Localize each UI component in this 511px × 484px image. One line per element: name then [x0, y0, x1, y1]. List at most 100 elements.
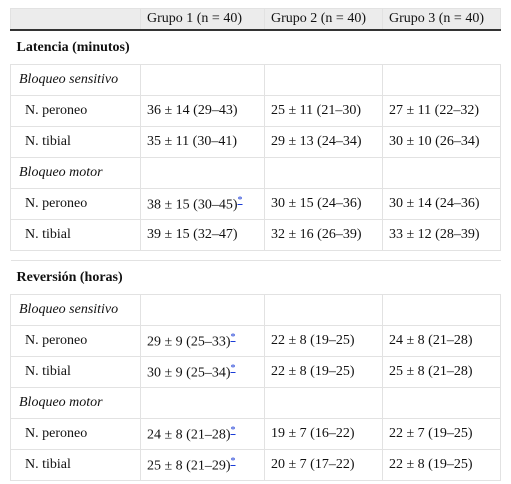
- spacer-row: [10, 250, 501, 261]
- value-cell: 30 ± 10 (26–34): [382, 126, 501, 158]
- column-header: Grupo 3 (n = 40): [382, 8, 501, 31]
- row-label: N. peroneo: [10, 418, 141, 450]
- value-text: 30 ± 14 (24–36): [389, 196, 480, 211]
- footnote-link[interactable]: *: [230, 331, 236, 343]
- value-text: 27 ± 11 (22–32): [389, 103, 479, 118]
- group-title: Bloqueo sensitivo: [10, 64, 141, 96]
- row-label: N. tibial: [10, 356, 141, 388]
- footnote-link[interactable]: *: [230, 362, 236, 374]
- data-row: N. tibial 25 ± 8 (21–29)* 20 ± 7 (17–22) 22…: [10, 449, 501, 481]
- value-cell: 33 ± 12 (28–39): [382, 219, 501, 251]
- data-row: N. peroneo 38 ± 15 (30–45)* 30 ± 15 (24–36…: [10, 188, 501, 220]
- value-text: 29 ± 13 (24–34): [271, 134, 362, 149]
- value-cell: 25 ± 8 (21–28): [382, 356, 501, 388]
- data-row: N. tibial 30 ± 9 (25–34)* 22 ± 8 (19–25) 25…: [10, 356, 501, 388]
- footnote-link[interactable]: *: [237, 194, 243, 206]
- value-text: 38 ± 15 (30–45): [147, 197, 238, 213]
- value-text: 24 ± 8 (21–28): [147, 427, 231, 443]
- header-row: Grupo 1 (n = 40) Grupo 2 (n = 40) Grupo 3 …: [10, 8, 501, 31]
- data-row: N. tibial 39 ± 15 (32–47) 32 ± 16 (26–39) 3…: [10, 219, 501, 251]
- empty-cell: [382, 64, 501, 96]
- group-title: Bloqueo motor: [10, 387, 141, 419]
- value-text: 35 ± 11 (30–41): [147, 134, 237, 149]
- data-row: N. tibial 35 ± 11 (30–41) 29 ± 13 (24–34) 3…: [10, 126, 501, 158]
- value-cell: 30 ± 14 (24–36): [382, 188, 501, 220]
- table-body: Latencia (minutos) Bloqueo sensitivo N. pe…: [10, 29, 501, 481]
- section-row: Reversión (horas): [10, 260, 501, 295]
- value-cell: 22 ± 8 (19–25): [382, 449, 501, 481]
- empty-cell: [382, 387, 501, 419]
- value-cell: 24 ± 8 (21–28): [382, 325, 501, 357]
- value-text: 32 ± 16 (26–39): [271, 227, 362, 242]
- value-text: 25 ± 8 (21–29): [147, 458, 231, 474]
- row-label: N. peroneo: [10, 188, 141, 220]
- value-cell: 38 ± 15 (30–45)*: [140, 188, 265, 220]
- row-label: N. tibial: [10, 449, 141, 481]
- value-text: 24 ± 8 (21–28): [389, 333, 473, 348]
- spacer-cell: [10, 250, 501, 261]
- section-title: Reversión (horas): [10, 260, 501, 295]
- empty-cell: [264, 157, 383, 189]
- value-text: 22 ± 8 (19–25): [271, 333, 355, 348]
- value-cell: 25 ± 11 (21–30): [264, 95, 383, 127]
- group-title: Bloqueo sensitivo: [10, 294, 141, 326]
- row-label: N. tibial: [10, 219, 141, 251]
- value-text: 19 ± 7 (16–22): [271, 426, 355, 441]
- section-row: Latencia (minutos): [10, 29, 501, 65]
- value-text: 22 ± 7 (19–25): [389, 426, 473, 441]
- group-row: Bloqueo motor: [10, 157, 501, 189]
- value-text: 22 ± 8 (19–25): [271, 364, 355, 379]
- column-header: Grupo 1 (n = 40): [140, 8, 265, 31]
- value-cell: 22 ± 8 (19–25): [264, 356, 383, 388]
- value-cell: 32 ± 16 (26–39): [264, 219, 383, 251]
- value-cell: 25 ± 8 (21–29)*: [140, 449, 265, 481]
- footnote-link[interactable]: *: [230, 455, 236, 467]
- empty-cell: [382, 294, 501, 326]
- value-cell: 20 ± 7 (17–22): [264, 449, 383, 481]
- header-cell: [10, 8, 141, 31]
- group-title: Bloqueo motor: [10, 157, 141, 189]
- value-text: 22 ± 8 (19–25): [389, 457, 473, 472]
- empty-cell: [140, 387, 265, 419]
- data-row: N. peroneo 29 ± 9 (25–33)* 22 ± 8 (19–25) 2…: [10, 325, 501, 357]
- empty-cell: [264, 294, 383, 326]
- value-cell: 22 ± 7 (19–25): [382, 418, 501, 450]
- data-table: Grupo 1 (n = 40) Grupo 2 (n = 40) Grupo 3 …: [10, 8, 501, 481]
- empty-cell: [140, 64, 265, 96]
- value-text: 29 ± 9 (25–33): [147, 334, 231, 350]
- section-title: Latencia (minutos): [10, 29, 501, 65]
- row-label: N. peroneo: [10, 95, 141, 127]
- value-cell: 27 ± 11 (22–32): [382, 95, 501, 127]
- value-cell: 19 ± 7 (16–22): [264, 418, 383, 450]
- value-text: 30 ± 9 (25–34): [147, 365, 231, 381]
- value-text: 30 ± 15 (24–36): [271, 196, 362, 211]
- empty-cell: [264, 387, 383, 419]
- value-text: 36 ± 14 (29–43): [147, 103, 238, 118]
- empty-cell: [382, 157, 501, 189]
- empty-cell: [140, 157, 265, 189]
- column-header: Grupo 2 (n = 40): [264, 8, 383, 31]
- data-row: N. peroneo 24 ± 8 (21–28)* 19 ± 7 (16–22) 2…: [10, 418, 501, 450]
- value-cell: 24 ± 8 (21–28)*: [140, 418, 265, 450]
- value-cell: 30 ± 9 (25–34)*: [140, 356, 265, 388]
- value-text: 25 ± 11 (21–30): [271, 103, 361, 118]
- row-label: N. tibial: [10, 126, 141, 158]
- value-cell: 29 ± 13 (24–34): [264, 126, 383, 158]
- group-row: Bloqueo motor: [10, 387, 501, 419]
- value-cell: 29 ± 9 (25–33)*: [140, 325, 265, 357]
- group-row: Bloqueo sensitivo: [10, 64, 501, 96]
- footnote-link[interactable]: *: [230, 424, 236, 436]
- value-cell: 39 ± 15 (32–47): [140, 219, 265, 251]
- value-cell: 22 ± 8 (19–25): [264, 325, 383, 357]
- value-cell: 30 ± 15 (24–36): [264, 188, 383, 220]
- data-row: N. peroneo 36 ± 14 (29–43) 25 ± 11 (21–30)…: [10, 95, 501, 127]
- value-text: 33 ± 12 (28–39): [389, 227, 480, 242]
- row-label: N. peroneo: [10, 325, 141, 357]
- value-text: 25 ± 8 (21–28): [389, 364, 473, 379]
- value-text: 39 ± 15 (32–47): [147, 227, 238, 242]
- value-cell: 35 ± 11 (30–41): [140, 126, 265, 158]
- group-row: Bloqueo sensitivo: [10, 294, 501, 326]
- empty-cell: [264, 64, 383, 96]
- value-text: 30 ± 10 (26–34): [389, 134, 480, 149]
